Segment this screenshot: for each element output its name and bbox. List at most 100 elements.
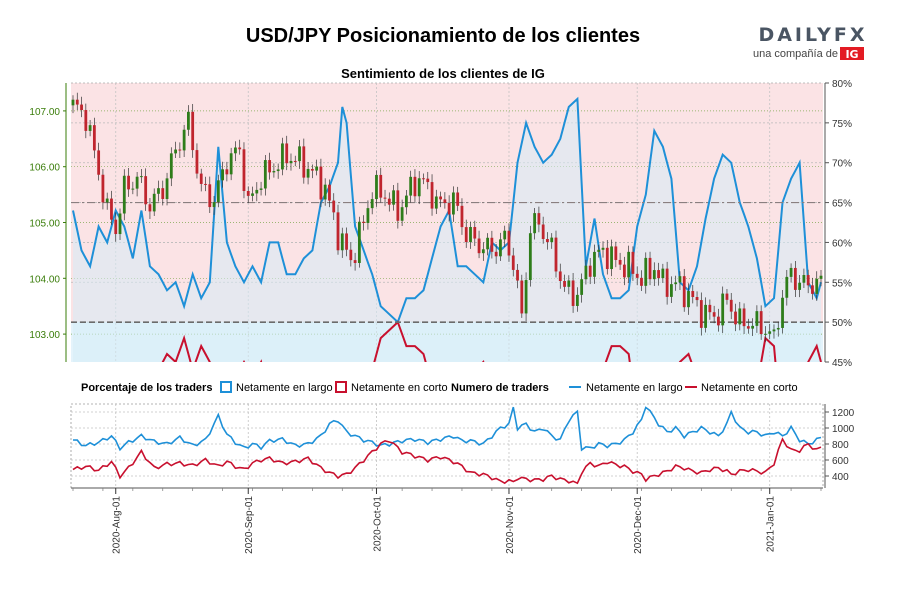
price-candle	[430, 174, 434, 216]
price-candle	[550, 233, 554, 249]
candle-body	[528, 233, 532, 281]
candle-body	[456, 192, 460, 206]
price-candle	[88, 119, 92, 137]
candle-body	[554, 237, 558, 272]
candle-body	[785, 276, 789, 298]
price-tick-label: 106.00	[29, 163, 60, 174]
candle-body	[216, 180, 220, 203]
price-candle	[768, 323, 772, 340]
price-candle	[516, 264, 519, 289]
price-candle	[503, 225, 507, 248]
candle-body	[772, 329, 776, 332]
candle-body	[426, 178, 430, 183]
candle-body	[404, 195, 408, 208]
candle-body	[746, 326, 750, 329]
candle-body	[550, 237, 554, 243]
candle-body	[764, 333, 767, 335]
candle-body	[665, 268, 669, 297]
price-candle	[272, 163, 276, 178]
candle-body	[110, 198, 113, 220]
price-candle	[422, 173, 425, 185]
price-candle	[276, 163, 280, 179]
price-candle	[605, 239, 609, 275]
percent-tick-label: 65%	[832, 199, 852, 210]
candle-body	[503, 230, 507, 240]
candle-body	[84, 110, 88, 131]
candle-body	[610, 246, 613, 270]
price-candle	[174, 141, 177, 158]
candle-body	[135, 176, 139, 189]
candle-body	[661, 268, 665, 279]
price-candle	[640, 270, 643, 291]
price-candle	[447, 195, 451, 222]
candle-body	[148, 204, 152, 212]
price-candle	[742, 303, 746, 334]
candle-body	[268, 160, 272, 173]
candle-body	[652, 270, 656, 280]
price-candle	[785, 269, 789, 306]
net-long-percent-line	[72, 96, 822, 324]
price-candle	[281, 137, 284, 176]
percent-tick-label: 80%	[832, 79, 852, 90]
price-candle	[584, 259, 588, 285]
candle-body	[101, 174, 105, 203]
price-candle	[122, 169, 126, 221]
reference-lines	[71, 201, 823, 323]
candle-body	[691, 291, 695, 298]
candle-body	[157, 188, 160, 194]
candle-body	[558, 271, 562, 281]
candle-body	[793, 267, 797, 290]
candle-body	[490, 237, 494, 252]
legend-percent-short-swatch	[335, 381, 347, 393]
price-candle	[670, 276, 673, 304]
price-candle	[255, 182, 259, 202]
candle-body	[593, 251, 596, 277]
price-candle	[563, 274, 566, 292]
date-tick-label: 2020-Aug-01	[112, 496, 123, 554]
price-candle	[520, 274, 524, 318]
price-candle	[772, 324, 776, 339]
candle-body	[306, 168, 310, 178]
price-candle	[349, 242, 353, 267]
price-candle	[439, 191, 442, 208]
candle-body	[469, 227, 472, 243]
candle-body	[575, 294, 579, 306]
price-candle	[477, 230, 481, 259]
candle-body	[417, 178, 421, 197]
traders-long-line	[72, 406, 822, 452]
price-candle	[499, 232, 502, 261]
candle-body	[477, 238, 481, 254]
price-candle	[285, 135, 289, 171]
candle-body	[422, 178, 425, 180]
price-candle	[456, 186, 460, 212]
candle-body	[699, 300, 703, 328]
candle-body	[738, 308, 742, 325]
traders-tick-label: 1200	[832, 408, 855, 419]
price-candle	[178, 142, 182, 158]
candle-body	[434, 196, 438, 209]
price-candle	[242, 142, 246, 199]
price-candle	[687, 283, 690, 315]
traders-short-line	[72, 437, 822, 485]
price-candle	[507, 223, 511, 262]
price-candle	[80, 96, 83, 118]
price-candle	[118, 208, 122, 241]
price-candle	[811, 277, 814, 300]
price-candle	[212, 196, 216, 215]
price-candle	[426, 171, 430, 190]
candle-body	[802, 275, 806, 283]
candle-body	[452, 192, 455, 215]
candle-body	[229, 153, 233, 175]
price-candle	[691, 284, 695, 304]
candle-body	[751, 325, 755, 329]
price-candle	[204, 176, 207, 192]
price-candle	[464, 219, 468, 248]
price-candle	[533, 207, 537, 240]
candle-body	[323, 184, 327, 200]
candle-body	[71, 99, 75, 106]
price-candle	[610, 239, 613, 277]
price-candle	[575, 287, 579, 312]
candle-body	[276, 169, 280, 172]
ig-logo-text: IG	[845, 48, 858, 61]
